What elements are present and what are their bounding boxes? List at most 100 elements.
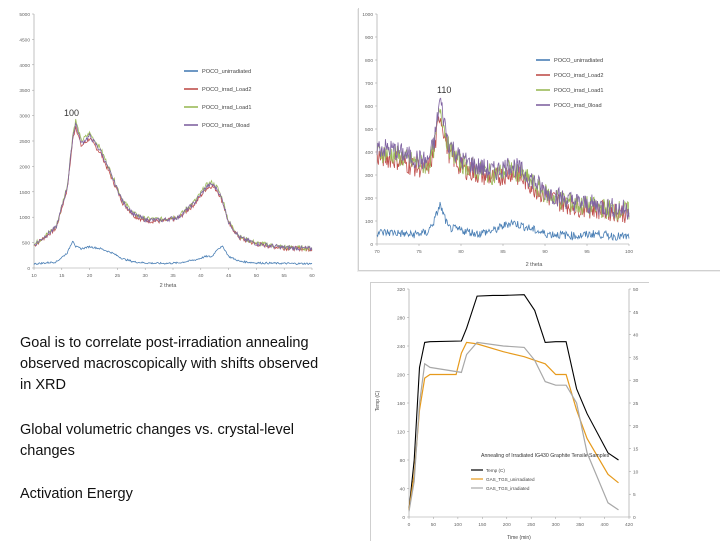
legend-label: Temp (C) xyxy=(486,468,505,473)
y-tick-label: 40 xyxy=(400,487,406,493)
legend-label: POCO_irrad_0load xyxy=(202,123,250,129)
x-tick-label: 45 xyxy=(226,273,232,279)
y-tick-label: 1000 xyxy=(19,215,30,221)
y2-tick-label: 40 xyxy=(633,333,639,339)
y-tick-label: 500 xyxy=(365,127,373,133)
x-tick-label: 50 xyxy=(254,273,260,279)
legend-label: GAS_TGS_irradiated xyxy=(486,486,530,491)
y2-tick-label: 45 xyxy=(633,310,639,316)
chart-title: Annealing of Irradiated IG430 Graphite T… xyxy=(481,453,610,459)
legend-label: POCO_irrad_Load2 xyxy=(554,73,603,79)
y-tick-label: 700 xyxy=(365,81,373,87)
series-line-unirradiated xyxy=(408,341,619,510)
x-tick-label: 55 xyxy=(282,273,288,279)
x-tick-label: 50 xyxy=(431,522,437,528)
x-tick-label: 150 xyxy=(478,522,486,528)
y-tick-label: 100 xyxy=(365,219,373,225)
xrd-100-svg: 0 500 1000 1500 2000 2500 3000 3500 4000 4500 5000… xyxy=(19,12,315,289)
y-tick-label: 0 xyxy=(27,266,30,272)
x-tick-label: 20 xyxy=(87,273,93,279)
y2-tick-label: 10 xyxy=(633,469,639,475)
note-global-volumetric: Global volumetric changes vs. crystal-le… xyxy=(20,422,294,459)
y-tick-label: 600 xyxy=(365,104,373,110)
y2-tick-label: 0 xyxy=(633,515,636,521)
legend-label: POCO_unirradiated xyxy=(202,69,251,75)
series-line-temp xyxy=(408,294,619,510)
xrd-100-chart: 0 500 1000 1500 2000 2500 3000 3500 4000 4500 5000… xyxy=(8,8,324,290)
series-line-load1 xyxy=(33,118,313,252)
x-axis-label: 2 theta xyxy=(160,283,178,289)
legend-label: POCO_irrad_Load1 xyxy=(554,88,603,94)
y2-tick-label: 5 xyxy=(633,492,636,498)
y2-tick-label: 15 xyxy=(633,447,639,453)
y-axis-label: Temp (C) xyxy=(375,390,381,411)
series-line-load2 xyxy=(33,126,313,253)
y-tick-label: 4000 xyxy=(19,63,30,69)
x-tick-label: 95 xyxy=(584,249,590,255)
y-tick-label: 400 xyxy=(365,150,373,156)
y-tick-label: 280 xyxy=(397,316,405,322)
x-tick-label: 100 xyxy=(454,522,462,528)
y-tick-label: 80 xyxy=(400,458,406,464)
legend-label: GAS_TGS_unirradiated xyxy=(486,477,535,482)
y2-tick-label: 20 xyxy=(633,424,639,430)
x-axis-label: 2 theta xyxy=(526,262,544,268)
x-tick-label: 15 xyxy=(59,273,65,279)
x-tick-label: 30 xyxy=(143,273,149,279)
y-tick-label: 120 xyxy=(397,430,405,436)
peak-annotation-100: 100 xyxy=(64,108,79,118)
x-tick-label: 300 xyxy=(552,522,560,528)
series-line-unirradiated xyxy=(33,240,313,266)
y-tick-label: 300 xyxy=(365,173,373,179)
series-line-0load xyxy=(33,121,313,252)
x-tick-label: 400 xyxy=(601,522,609,528)
x-tick-label: 85 xyxy=(500,249,506,255)
y-tick-label: 0 xyxy=(370,242,373,248)
y-tick-label: 500 xyxy=(22,241,30,247)
xrd-110-svg: 0 100 200 300 400 500 600 700 800 900 1000 70 75 80 8… xyxy=(362,12,633,268)
note-goal: Goal is to correlate post-irradiation an… xyxy=(20,335,319,393)
annealing-svg: 0 40 80 120 160 200 240 280 320 0 5 10 15 20 25 30 35 40… xyxy=(375,287,639,541)
y-tick-label: 5000 xyxy=(19,12,30,18)
x-tick-label: 420 xyxy=(625,522,633,528)
x-tick-label: 200 xyxy=(503,522,511,528)
series-line-unirradiated xyxy=(376,201,630,242)
x-tick-label: 350 xyxy=(576,522,584,528)
x-tick-label: 0 xyxy=(408,522,411,528)
legend-label: POCO_irrad_Load1 xyxy=(202,105,251,111)
y-tick-label: 320 xyxy=(397,287,405,293)
y-tick-label: 900 xyxy=(365,35,373,41)
xrd-110-chart: 0 100 200 300 400 500 600 700 800 900 1000 70 75 80 8… xyxy=(358,8,720,271)
legend-label: POCO_unirradiated xyxy=(554,58,603,64)
y2-tick-label: 35 xyxy=(633,355,639,361)
series-line-0load xyxy=(376,97,630,220)
x-tick-label: 60 xyxy=(309,273,315,279)
y-tick-label: 200 xyxy=(397,373,405,379)
peak-annotation-110: 110 xyxy=(437,85,451,95)
x-tick-label: 35 xyxy=(170,273,176,279)
y-tick-label: 4500 xyxy=(19,37,30,43)
y-tick-label: 3500 xyxy=(19,88,30,94)
x-axis-label: Time (min) xyxy=(507,535,531,541)
x-tick-label: 100 xyxy=(625,249,633,255)
x-tick-label: 75 xyxy=(416,249,422,255)
series-line-irradiated xyxy=(408,341,619,512)
x-tick-label: 80 xyxy=(458,249,464,255)
y-tick-label: 160 xyxy=(397,401,405,407)
annealing-chart: 0 40 80 120 160 200 240 280 320 0 5 10 15 20 25 30 35 40… xyxy=(370,282,649,541)
x-tick-label: 40 xyxy=(198,273,204,279)
x-tick-label: 10 xyxy=(31,273,37,279)
y-tick-label: 0 xyxy=(402,515,405,521)
y-tick-label: 2500 xyxy=(19,139,30,145)
x-tick-label: 25 xyxy=(115,273,121,279)
y2-tick-label: 50 xyxy=(633,287,639,293)
note-activation-energy: Activation Energy xyxy=(20,486,133,502)
y-tick-label: 1000 xyxy=(362,12,373,18)
y-tick-label: 200 xyxy=(365,196,373,202)
x-tick-label: 70 xyxy=(374,249,380,255)
legend-label: POCO_irrad_Load2 xyxy=(202,87,251,93)
y2-tick-label: 30 xyxy=(633,378,639,384)
y2-tick-label: 25 xyxy=(633,401,639,407)
y-tick-label: 3000 xyxy=(19,114,30,120)
y-tick-label: 1500 xyxy=(19,190,30,196)
